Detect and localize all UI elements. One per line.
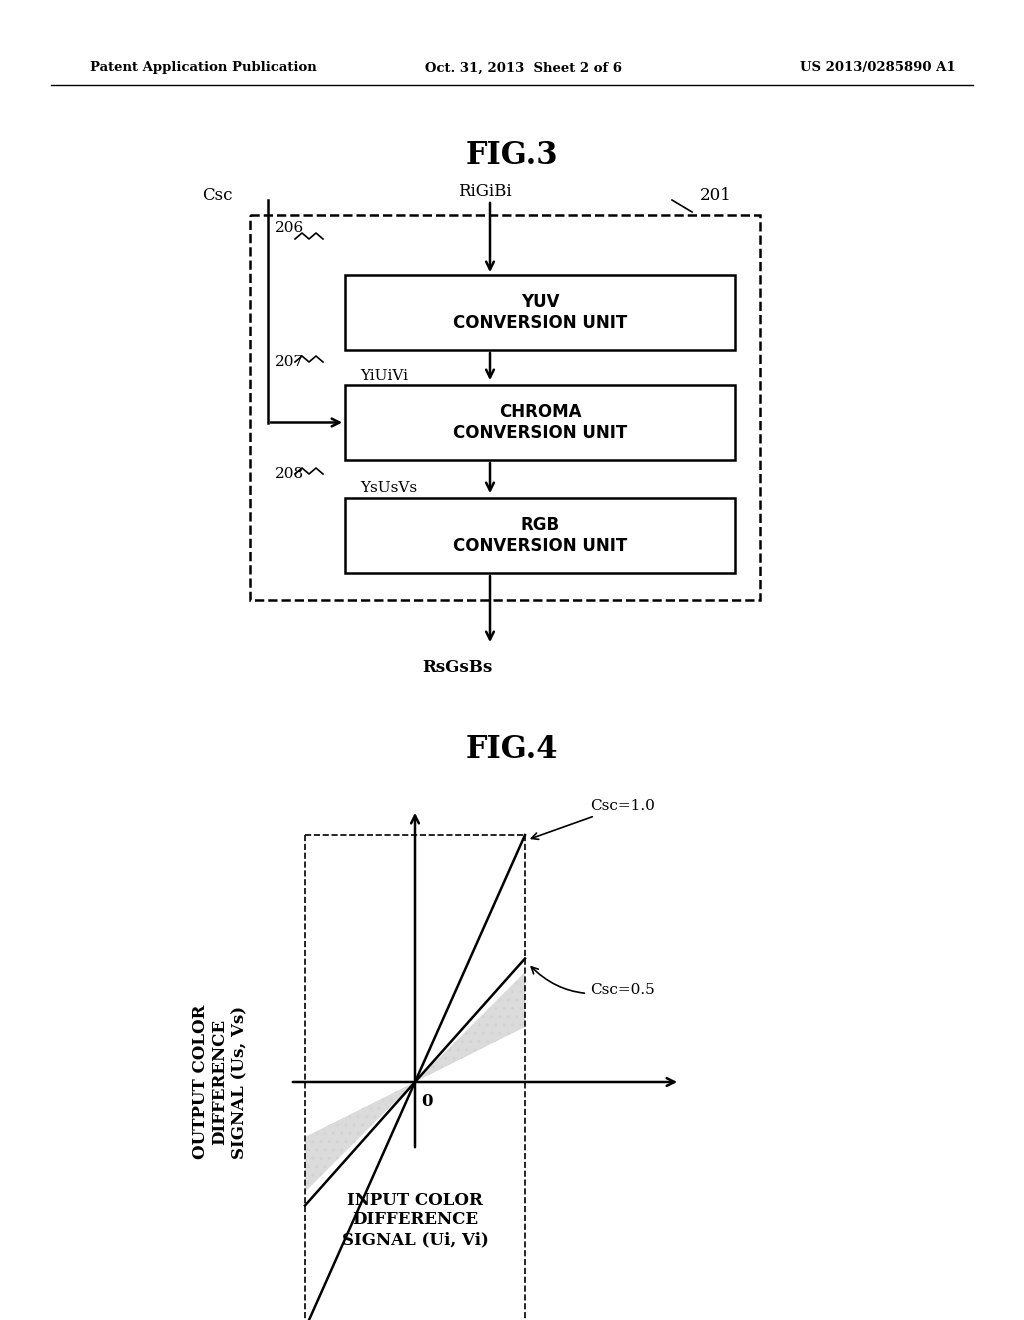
Bar <box>345 385 735 459</box>
Text: RiGiBi: RiGiBi <box>458 183 512 201</box>
Text: Csc: Csc <box>202 186 232 203</box>
Text: FIG.4: FIG.4 <box>466 734 558 766</box>
Bar <box>345 498 735 573</box>
Text: Csc=1.0: Csc=1.0 <box>531 799 655 840</box>
Text: Patent Application Publication: Patent Application Publication <box>90 62 316 74</box>
Text: Oct. 31, 2013  Sheet 2 of 6: Oct. 31, 2013 Sheet 2 of 6 <box>425 62 622 74</box>
Text: YiUiVi: YiUiVi <box>360 370 408 383</box>
Text: 207: 207 <box>275 355 304 370</box>
Text: RsGsBs: RsGsBs <box>422 660 493 676</box>
Text: FIG.3: FIG.3 <box>466 140 558 170</box>
Text: YsUsVs: YsUsVs <box>360 480 417 495</box>
Text: Csc=0.5: Csc=0.5 <box>531 966 654 997</box>
Bar <box>345 275 735 350</box>
Text: 206: 206 <box>275 220 304 235</box>
Text: US 2013/0285890 A1: US 2013/0285890 A1 <box>800 62 955 74</box>
Bar <box>250 215 760 601</box>
Text: INPUT COLOR
DIFFERENCE
SIGNAL (Ui, Vi): INPUT COLOR DIFFERENCE SIGNAL (Ui, Vi) <box>342 1192 488 1249</box>
Text: RGB
CONVERSION UNIT: RGB CONVERSION UNIT <box>453 516 627 554</box>
Text: 201: 201 <box>700 186 732 203</box>
Text: 208: 208 <box>275 467 304 480</box>
Text: YUV
CONVERSION UNIT: YUV CONVERSION UNIT <box>453 293 627 331</box>
Text: 0: 0 <box>421 1093 433 1110</box>
Text: OUTPUT COLOR
DIFFERENCE
SIGNAL (Us, Vs): OUTPUT COLOR DIFFERENCE SIGNAL (Us, Vs) <box>191 1005 248 1159</box>
Text: CHROMA
CONVERSION UNIT: CHROMA CONVERSION UNIT <box>453 403 627 442</box>
